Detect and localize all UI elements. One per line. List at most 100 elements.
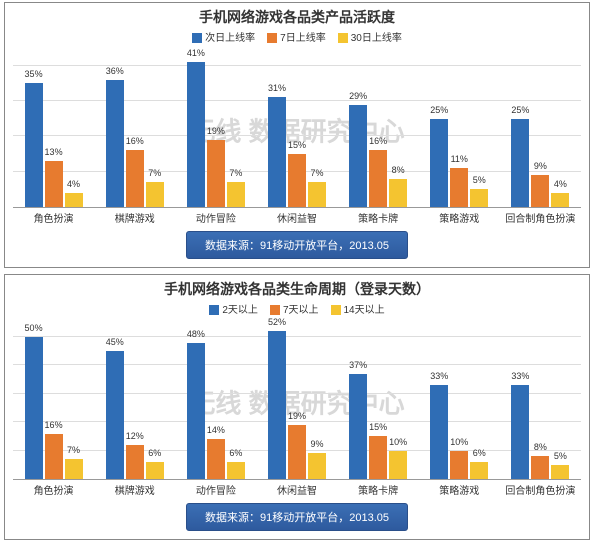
x-axis-label: 动作冒险 [175, 210, 256, 225]
bar-value-label: 25% [511, 105, 529, 115]
bar: 35% [25, 83, 43, 207]
bar-groups: 35%13%4%36%16%7%41%19%7%31%15%7%29%16%8%… [13, 48, 581, 207]
bar-value-label: 9% [534, 161, 547, 171]
bar-value-label: 8% [534, 442, 547, 452]
bar: 41% [187, 62, 205, 207]
bar-value-label: 19% [288, 411, 306, 421]
bar-groups: 50%16%7%45%12%6%48%14%6%52%19%9%37%15%10… [13, 320, 581, 479]
bar-value-label: 4% [554, 179, 567, 189]
x-axis-label: 休闲益智 [256, 482, 337, 497]
bar-group: 25%11%5% [419, 48, 500, 207]
bar-group: 41%19%7% [175, 48, 256, 207]
bar-value-label: 12% [126, 431, 144, 441]
bar: 8% [389, 179, 407, 207]
legend-swatch [270, 305, 280, 315]
legend-item: 次日上线率 [192, 29, 255, 44]
bar: 19% [288, 425, 306, 479]
bar: 7% [308, 182, 326, 207]
bar: 25% [430, 119, 448, 207]
plot-area: 35%13%4%36%16%7%41%19%7%31%15%7%29%16%8%… [13, 48, 581, 208]
bar-value-label: 7% [310, 168, 323, 178]
bar-group: 48%14%6% [175, 320, 256, 479]
bar: 9% [531, 175, 549, 207]
bar: 6% [146, 462, 164, 479]
bar-value-label: 19% [207, 126, 225, 136]
bar-value-label: 10% [450, 437, 468, 447]
bar: 29% [349, 105, 367, 207]
bar-value-label: 45% [106, 337, 124, 347]
bar-value-label: 11% [451, 154, 468, 164]
bar: 15% [288, 154, 306, 207]
bar-group: 45%12%6% [94, 320, 175, 479]
bar-group: 50%16%7% [13, 320, 94, 479]
bar: 9% [308, 453, 326, 479]
bar-value-label: 6% [229, 448, 242, 458]
source-badge: 数据来源：91移动开放平台，2013.05 [186, 503, 408, 531]
x-axis-label: 回合制角色扮演 [500, 210, 581, 225]
bar: 33% [511, 385, 529, 479]
legend-item: 14天以上 [331, 301, 385, 316]
bar: 48% [187, 343, 205, 479]
chart-title: 手机网络游戏各品类生命周期（登录天数） [5, 275, 589, 301]
bar: 13% [45, 161, 63, 207]
bar-group: 31%15%7% [256, 48, 337, 207]
bar: 4% [65, 193, 83, 207]
x-axis-label: 策略卡牌 [338, 210, 419, 225]
legend-item: 7天以上 [270, 301, 319, 316]
legend-label: 30日上线率 [351, 33, 402, 44]
bar: 7% [227, 182, 245, 207]
legend-item: 7日上线率 [267, 29, 326, 44]
bar: 4% [551, 193, 569, 207]
bar-value-label: 4% [67, 179, 80, 189]
x-axis: 角色扮演棋牌游戏动作冒险休闲益智策略卡牌策略游戏回合制角色扮演 [13, 210, 581, 225]
legend-item: 30日上线率 [338, 29, 402, 44]
source-badge: 数据来源：91移动开放平台，2013.05 [186, 231, 408, 259]
bar-value-label: 6% [473, 448, 486, 458]
legend-swatch [192, 33, 202, 43]
bar-value-label: 8% [392, 165, 405, 175]
bar-value-label: 7% [148, 168, 161, 178]
legend-item: 2天以上 [209, 301, 258, 316]
bar-value-label: 31% [268, 83, 286, 93]
bar-group: 35%13%4% [13, 48, 94, 207]
bar: 7% [65, 459, 83, 479]
chart-title: 手机网络游戏各品类产品活跃度 [5, 3, 589, 29]
bar-value-label: 37% [349, 360, 367, 370]
bar-group: 36%16%7% [94, 48, 175, 207]
bar: 52% [268, 331, 286, 479]
bar: 37% [349, 374, 367, 479]
bar: 45% [106, 351, 124, 479]
bar-value-label: 16% [126, 136, 144, 146]
legend-label: 7天以上 [283, 305, 319, 316]
bar: 10% [450, 451, 468, 479]
bar-value-label: 33% [430, 371, 448, 381]
bar-value-label: 16% [369, 136, 387, 146]
bar: 16% [369, 150, 387, 207]
bar-group: 29%16%8% [338, 48, 419, 207]
bar: 36% [106, 80, 124, 207]
bar-group: 52%19%9% [256, 320, 337, 479]
bar: 12% [126, 445, 144, 479]
bar-value-label: 10% [389, 437, 407, 447]
legend-swatch [209, 305, 219, 315]
bar-value-label: 50% [25, 323, 43, 333]
bar-value-label: 7% [67, 445, 80, 455]
bar: 31% [268, 97, 286, 207]
legend-label: 2天以上 [222, 305, 258, 316]
bar-value-label: 36% [106, 66, 124, 76]
bar: 16% [126, 150, 144, 207]
bar: 25% [511, 119, 529, 207]
bar: 14% [207, 439, 225, 479]
chart-panel: 无线 数据研究中心手机网络游戏各品类生命周期（登录天数）2天以上7天以上14天以… [4, 274, 590, 540]
bar-value-label: 48% [187, 329, 205, 339]
bar: 5% [551, 465, 569, 479]
bar: 7% [146, 182, 164, 207]
bar-value-label: 15% [369, 422, 387, 432]
bar: 19% [207, 140, 225, 207]
x-axis-label: 策略游戏 [419, 210, 500, 225]
bar-group: 33% 8% 5% [500, 320, 581, 479]
x-axis-label: 回合制角色扮演 [500, 482, 581, 497]
bar-group: 37%15%10% [338, 320, 419, 479]
x-axis: 角色扮演棋牌游戏动作冒险休闲益智策略卡牌策略游戏回合制角色扮演 [13, 482, 581, 497]
bar-value-label: 29% [349, 91, 367, 101]
